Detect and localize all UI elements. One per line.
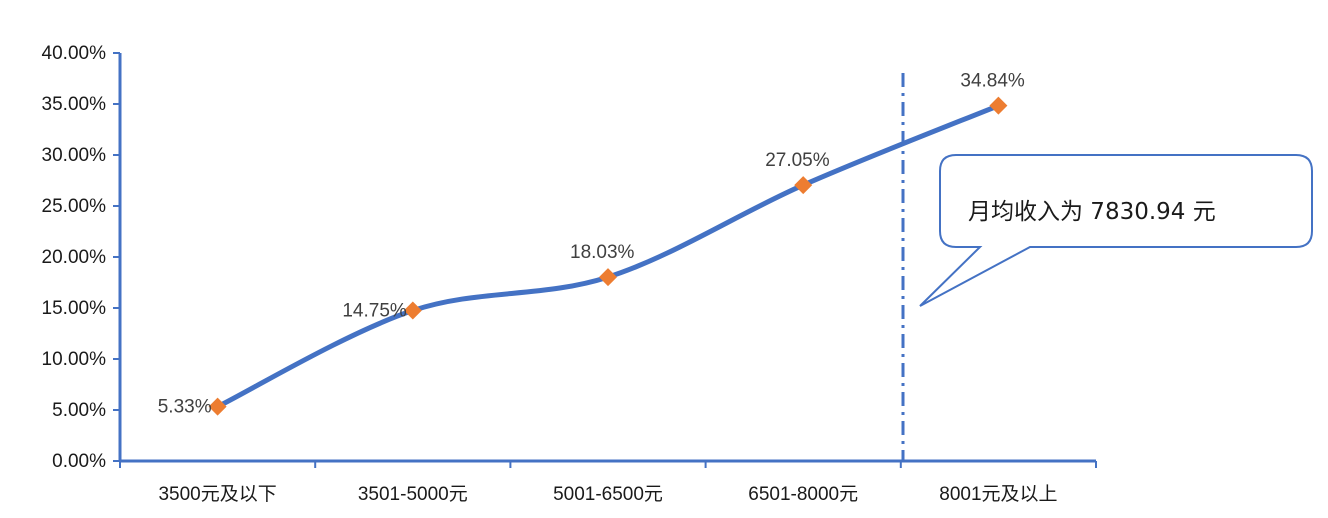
y-tick-label: 20.00%: [42, 247, 107, 268]
data-point-marker: [403, 301, 422, 320]
y-tick-label: 25.00%: [42, 196, 107, 217]
data-label: 18.03%: [570, 242, 635, 263]
data-label: 27.05%: [765, 150, 830, 171]
data-point-marker: [599, 268, 617, 287]
data-label: 5.33%: [158, 397, 212, 418]
data-point-marker: [794, 176, 813, 195]
x-tick-label: 3501-5000元: [358, 484, 468, 505]
x-tick-labels: 3500元及以下 3501-5000元 5001-6500元 6501-8000元 80…: [119, 461, 1097, 505]
x-tick-label: 3500元及以下: [158, 484, 276, 505]
x-tick-label: 8001元及以上: [939, 483, 1057, 505]
y-tick-label: 40.00%: [42, 43, 107, 64]
data-label: 34.84%: [960, 71, 1025, 92]
x-tick-label: 6501-8000元: [748, 484, 858, 505]
y-tick-label: 0.00%: [52, 451, 106, 472]
y-tick-label: 15.00%: [42, 298, 107, 319]
x-tick-label: 5001-6500元: [553, 484, 663, 505]
y-tick-label: 30.00%: [42, 145, 107, 166]
y-tick-labels: 0.00% 5.00% 10.00% 15.00% 20.00% 25.00% 30.00%…: [42, 43, 120, 472]
callout-text: 月均收入为 7830.94 元: [968, 199, 1216, 225]
y-tick-label: 35.00%: [42, 94, 107, 115]
annotation-layer: 月均收入为 7830.94 元: [901, 73, 1313, 461]
callout-bubble: [919, 154, 1313, 307]
data-label: 14.75%: [342, 301, 407, 322]
series-layer: 5.33% 14.75% 18.03% 27.05% 34.84%: [158, 71, 1025, 418]
y-tick-label: 10.00%: [42, 349, 107, 370]
y-tick-label: 5.00%: [52, 400, 106, 421]
data-point-marker: [208, 397, 227, 416]
data-point-marker: [989, 96, 1008, 115]
